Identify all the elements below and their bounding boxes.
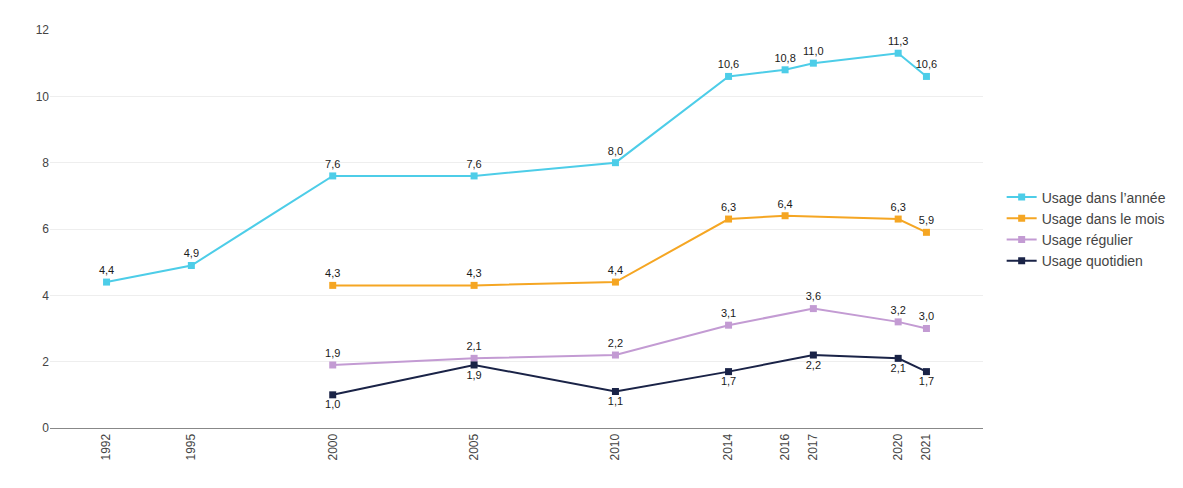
svg-text:11,3: 11,3 bbox=[888, 35, 909, 47]
svg-text:Usage dans le mois: Usage dans le mois bbox=[1042, 211, 1165, 227]
svg-text:1992: 1992 bbox=[99, 433, 113, 460]
svg-text:2,1: 2,1 bbox=[466, 340, 481, 352]
svg-text:4,9: 4,9 bbox=[184, 247, 199, 259]
svg-text:Usage régulier: Usage régulier bbox=[1042, 232, 1133, 248]
svg-text:2000: 2000 bbox=[326, 433, 340, 460]
svg-text:2016: 2016 bbox=[778, 433, 792, 460]
svg-text:6,4: 6,4 bbox=[777, 198, 792, 210]
svg-text:4,4: 4,4 bbox=[99, 264, 114, 276]
svg-text:10,8: 10,8 bbox=[774, 52, 795, 64]
svg-text:3,0: 3,0 bbox=[919, 310, 934, 322]
svg-text:Usage quotidien: Usage quotidien bbox=[1042, 253, 1143, 269]
svg-text:2,2: 2,2 bbox=[806, 359, 821, 371]
svg-text:4,3: 4,3 bbox=[466, 267, 481, 279]
svg-text:3,2: 3,2 bbox=[891, 304, 906, 316]
svg-text:2005: 2005 bbox=[467, 433, 481, 460]
svg-text:0: 0 bbox=[42, 421, 49, 435]
svg-text:4,3: 4,3 bbox=[325, 267, 340, 279]
svg-text:1,0: 1,0 bbox=[325, 398, 340, 410]
svg-text:1,7: 1,7 bbox=[919, 375, 934, 387]
svg-text:2014: 2014 bbox=[721, 433, 735, 460]
svg-text:12: 12 bbox=[36, 23, 50, 37]
svg-text:7,6: 7,6 bbox=[466, 158, 481, 170]
svg-text:8,0: 8,0 bbox=[608, 145, 623, 157]
svg-text:7,6: 7,6 bbox=[325, 158, 340, 170]
svg-text:6: 6 bbox=[42, 222, 49, 236]
svg-text:4,4: 4,4 bbox=[608, 264, 623, 276]
svg-text:1,9: 1,9 bbox=[466, 369, 481, 381]
svg-text:Usage dans l’année: Usage dans l’année bbox=[1042, 190, 1166, 206]
svg-text:1,1: 1,1 bbox=[608, 395, 623, 407]
svg-text:2,2: 2,2 bbox=[608, 337, 623, 349]
svg-text:2017: 2017 bbox=[806, 433, 820, 460]
svg-text:10,6: 10,6 bbox=[916, 58, 937, 70]
svg-text:11,0: 11,0 bbox=[803, 45, 824, 57]
svg-text:10: 10 bbox=[36, 90, 50, 104]
svg-text:1995: 1995 bbox=[184, 433, 198, 460]
svg-text:2: 2 bbox=[42, 355, 49, 369]
svg-text:8: 8 bbox=[42, 156, 49, 170]
svg-text:5,9: 5,9 bbox=[919, 214, 934, 226]
svg-text:4: 4 bbox=[42, 289, 49, 303]
svg-text:1,9: 1,9 bbox=[325, 347, 340, 359]
svg-text:2010: 2010 bbox=[608, 433, 622, 460]
svg-text:1,7: 1,7 bbox=[721, 375, 736, 387]
svg-text:2,1: 2,1 bbox=[891, 362, 906, 374]
svg-text:2020: 2020 bbox=[891, 433, 905, 460]
svg-text:6,3: 6,3 bbox=[721, 201, 736, 213]
svg-text:3,1: 3,1 bbox=[721, 307, 736, 319]
svg-text:10,6: 10,6 bbox=[718, 58, 739, 70]
svg-text:3,6: 3,6 bbox=[806, 290, 821, 302]
svg-text:6,3: 6,3 bbox=[891, 201, 906, 213]
svg-text:2021: 2021 bbox=[919, 433, 933, 460]
